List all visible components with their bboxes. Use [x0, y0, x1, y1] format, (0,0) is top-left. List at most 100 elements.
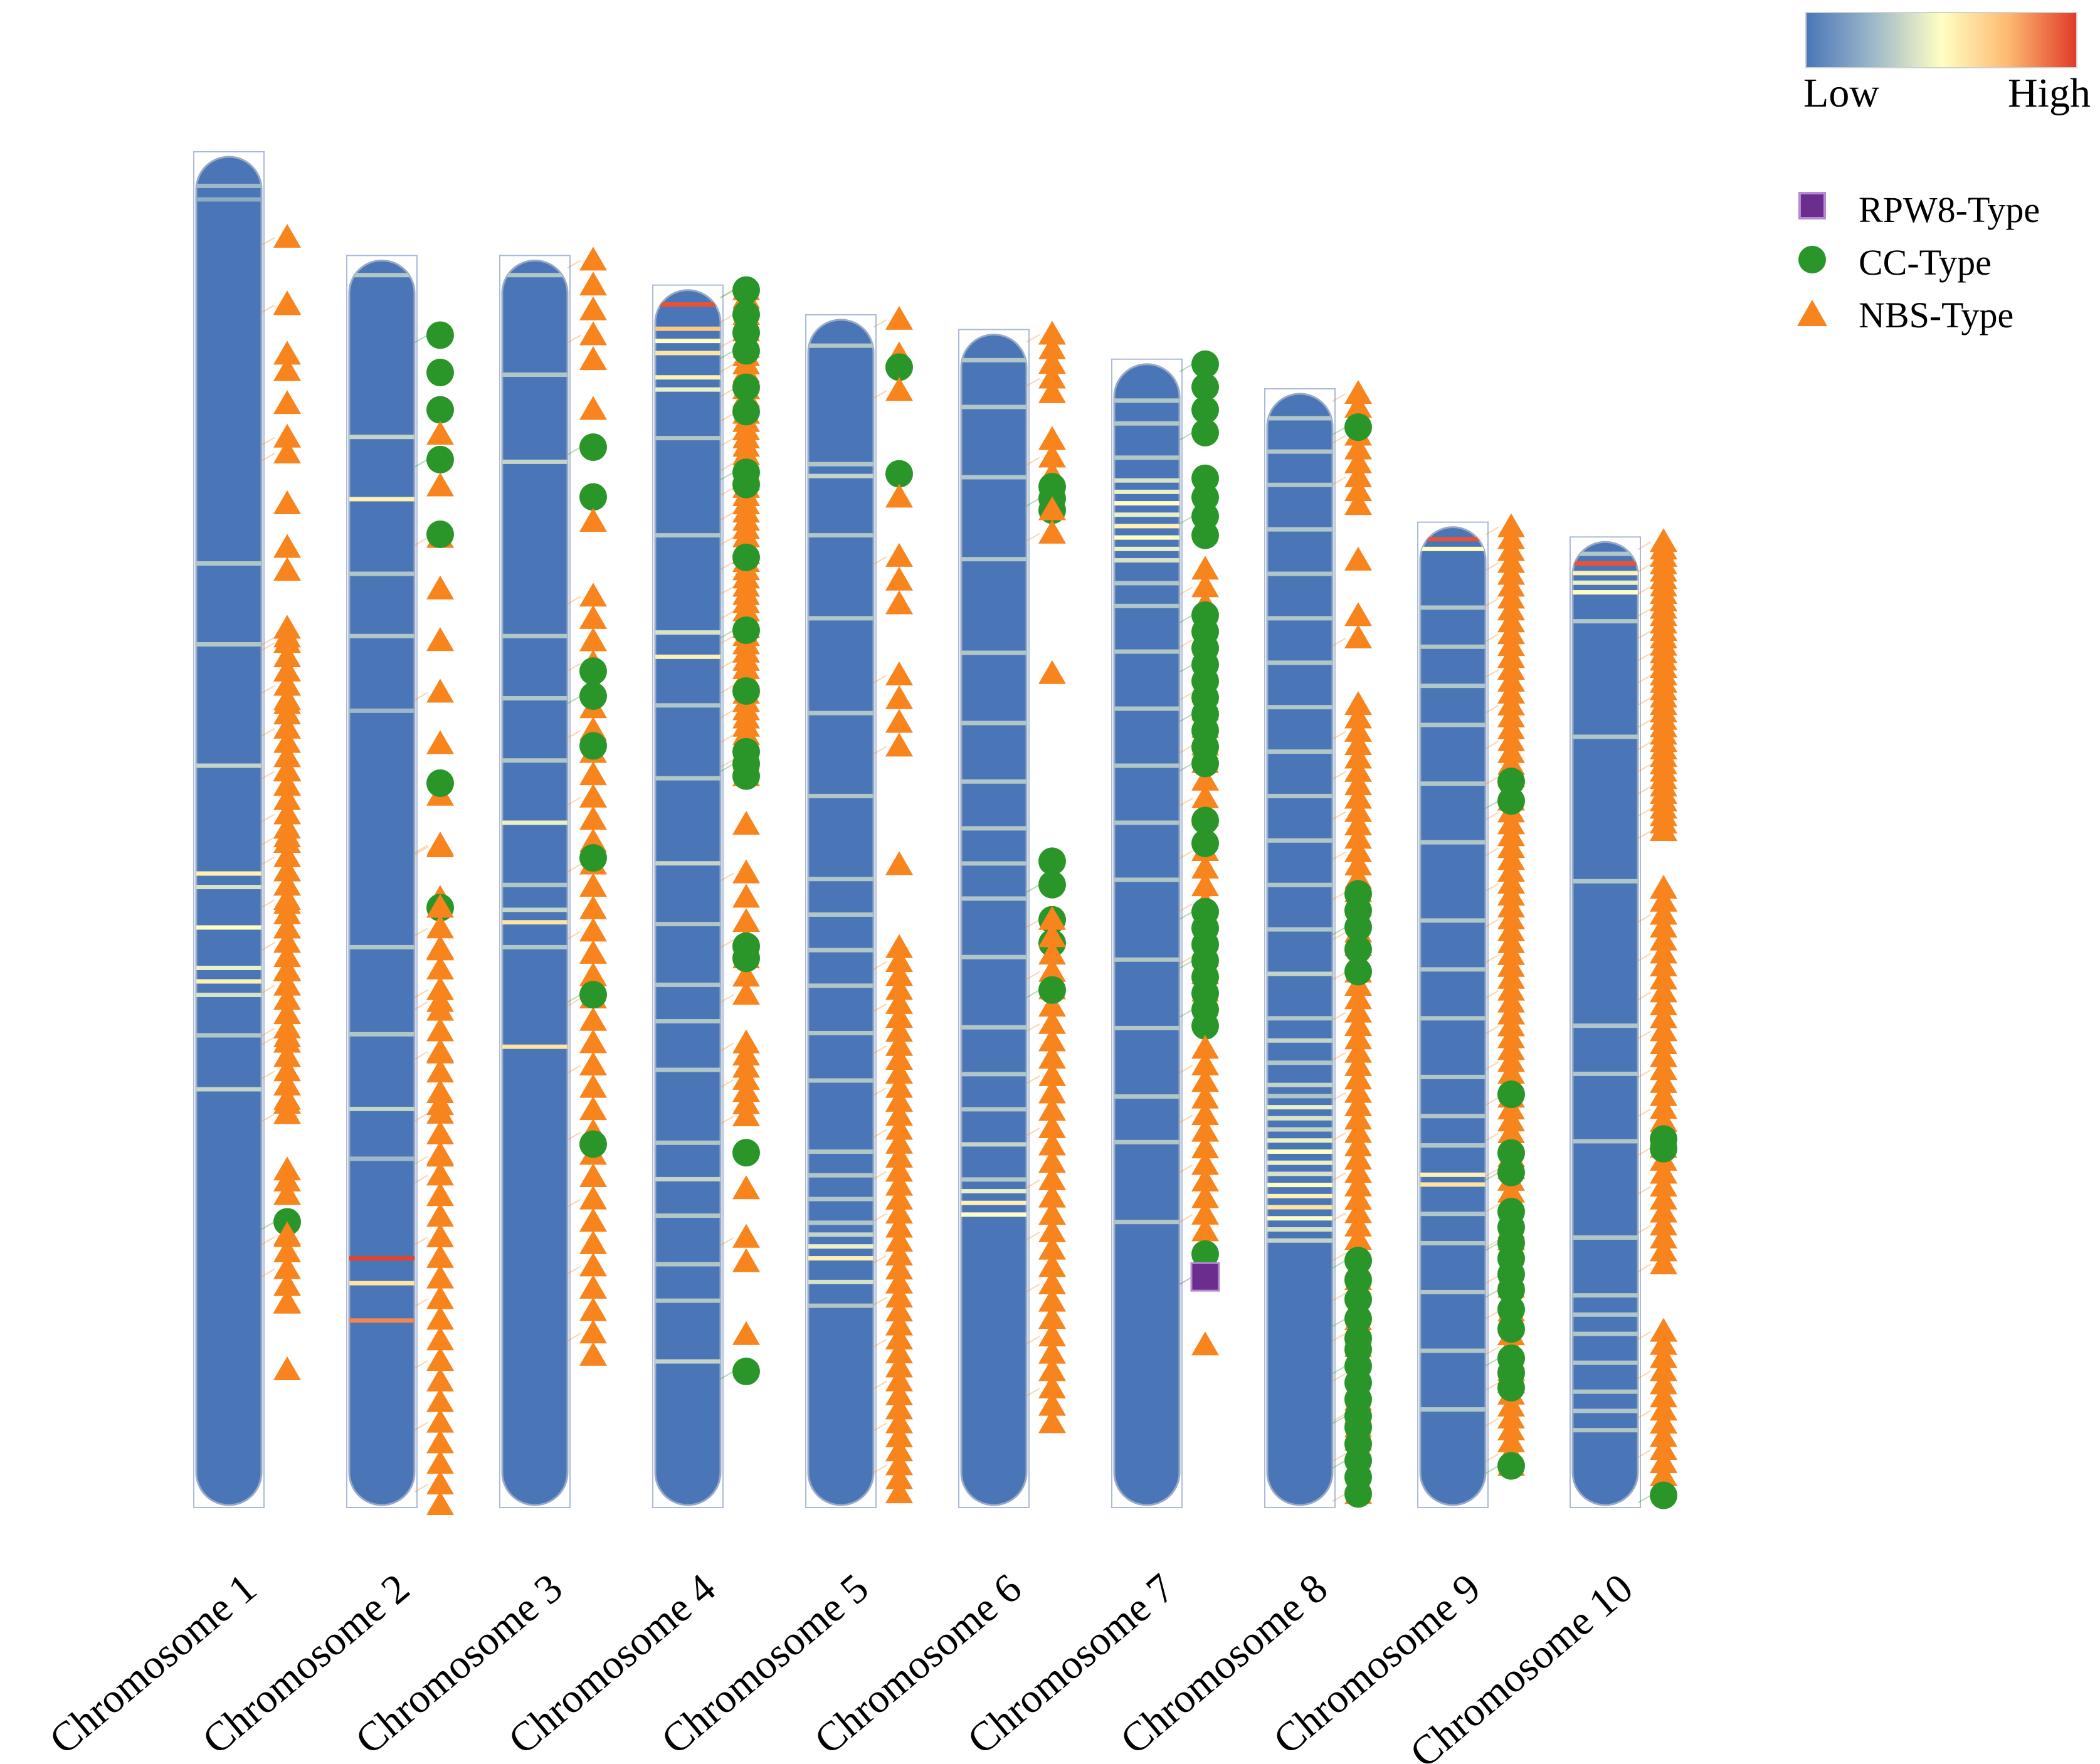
- gene-connector: [261, 1036, 275, 1045]
- density-band: [1573, 1139, 1638, 1144]
- density-band: [1267, 1193, 1332, 1198]
- gene-connector: [1179, 797, 1193, 806]
- gene-connector: [1485, 633, 1499, 643]
- gene-connector: [873, 390, 887, 399]
- gene-connector: [1179, 956, 1193, 965]
- density-band: [349, 1106, 414, 1111]
- nbs-gene-marker: [1038, 1027, 1066, 1052]
- nbs-gene-marker: [732, 884, 760, 908]
- density-band: [655, 1213, 720, 1218]
- gene-connector: [261, 985, 275, 994]
- nbs-gene-marker: [885, 1297, 913, 1322]
- nbs-gene-marker: [1344, 1132, 1372, 1156]
- gene-connector: [1179, 615, 1193, 623]
- nbs-gene-marker: [1191, 766, 1219, 791]
- chromosome-8-frame: [1264, 388, 1336, 1508]
- density-band: [1114, 581, 1179, 586]
- gene-connector: [1637, 1186, 1652, 1195]
- nbs-gene-marker: [885, 851, 913, 875]
- nbs-gene-marker: [1038, 443, 1066, 468]
- nbs-gene-marker: [1650, 875, 1677, 899]
- density-band: [808, 1149, 873, 1154]
- nbs-gene-marker: [885, 566, 913, 591]
- density-band: [1267, 1016, 1332, 1021]
- density-band: [655, 351, 720, 356]
- nbs-gene-marker: [579, 1029, 607, 1054]
- cc-gene-marker: [579, 483, 607, 511]
- gene-connector: [1637, 1494, 1652, 1504]
- chromosome-7-bar: [1113, 363, 1181, 1506]
- nbs-gene-marker: [732, 1065, 760, 1090]
- density-band: [1267, 449, 1332, 454]
- density-band: [1267, 416, 1332, 421]
- nbs-gene-marker: [1650, 1397, 1677, 1421]
- nbs-gene-marker: [1650, 953, 1677, 977]
- density-band: [1420, 1348, 1485, 1353]
- nbs-gene-marker: [1650, 1017, 1677, 1042]
- density-band: [961, 779, 1026, 784]
- chromosome-4-bands: [655, 302, 720, 1364]
- density-band: [655, 861, 720, 866]
- nbs-gene-marker: [1344, 602, 1372, 626]
- nbs-gene-marker: [1344, 1172, 1372, 1196]
- density-band: [655, 1067, 720, 1072]
- density-band: [961, 1025, 1026, 1030]
- gene-connector: [1485, 1358, 1499, 1366]
- nbs-gene-marker: [426, 1491, 454, 1515]
- density-band: [1420, 546, 1485, 551]
- nbs-gene-marker: [1344, 1119, 1372, 1143]
- nbs-gene-marker: [1191, 1168, 1219, 1191]
- gene-connector: [1637, 630, 1652, 639]
- density-band: [1267, 1227, 1332, 1232]
- density-band: [1420, 684, 1485, 689]
- chromosome-4-frame: [652, 284, 724, 1509]
- nbs-gene-marker: [1344, 624, 1372, 648]
- density-band: [961, 1072, 1026, 1077]
- nbs-gene-marker: [732, 908, 760, 932]
- gene-connector: [1485, 526, 1499, 536]
- gene-connector: [1637, 697, 1652, 706]
- gene-connector: [261, 1221, 275, 1230]
- gene-connector: [1485, 1242, 1499, 1251]
- nbs-gene-marker: [579, 1252, 607, 1277]
- nbs-gene-marker: [885, 1451, 913, 1476]
- density-band: [655, 1176, 720, 1181]
- nbs-gene-marker: [1344, 731, 1372, 756]
- density-band: [1267, 1183, 1332, 1188]
- cc-gene-marker: [426, 359, 454, 386]
- nbs-gene-marker: [1650, 900, 1677, 925]
- gene-connector: [1332, 1460, 1346, 1469]
- cc-gene-marker: [732, 543, 760, 571]
- chromosome-1-frame: [193, 151, 265, 1508]
- nbs-gene-marker: [273, 490, 301, 514]
- density-band: [808, 1173, 873, 1178]
- nbs-gene-marker: [1344, 1052, 1372, 1076]
- density-band: [961, 404, 1026, 409]
- nbs-gene-marker: [885, 1465, 913, 1489]
- gene-connector: [720, 660, 734, 669]
- density-band: [655, 654, 720, 659]
- density-band: [808, 1196, 873, 1202]
- nbs-gene-marker: [1650, 1004, 1677, 1028]
- nbs-gene-marker: [1191, 1117, 1219, 1142]
- legend-cc-label: CC-Type: [1859, 242, 1992, 283]
- chromosome-6-body: [958, 329, 1030, 1508]
- gene-connector: [1332, 1493, 1346, 1503]
- nbs-gene-marker: [885, 1283, 913, 1307]
- density-band: [1114, 1139, 1179, 1144]
- nbs-gene-marker: [1038, 364, 1066, 389]
- nbs-gene-marker: [579, 1230, 607, 1254]
- gene-connector: [720, 939, 734, 948]
- nbs-gene-marker: [426, 1141, 454, 1165]
- chromosome-3-bands: [502, 273, 567, 1049]
- cc-gene-marker: [579, 1130, 607, 1158]
- density-band: [196, 979, 261, 984]
- density-band: [808, 343, 873, 348]
- chromosome-7-body: [1111, 358, 1183, 1508]
- gene-connector: [1485, 740, 1499, 749]
- nbs-gene-marker: [1191, 556, 1219, 580]
- chromosome-2-frame: [346, 255, 418, 1508]
- gene-connector: [261, 642, 275, 652]
- density-band: [1267, 1138, 1332, 1143]
- gene-connector: [567, 596, 581, 605]
